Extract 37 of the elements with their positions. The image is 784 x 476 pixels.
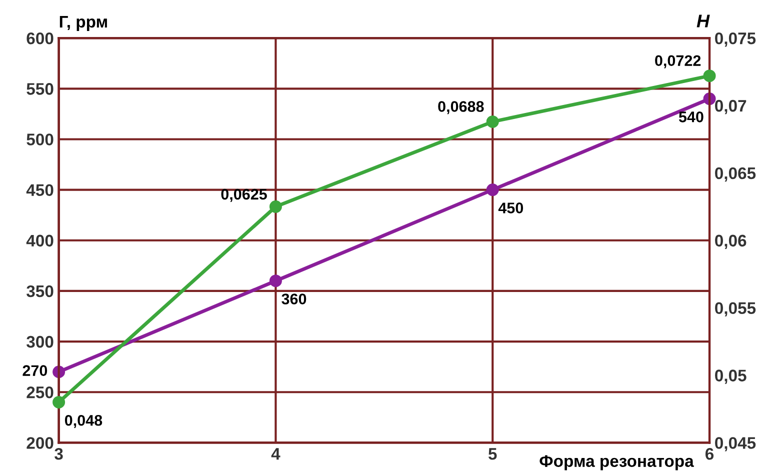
point: [269, 200, 282, 213]
point: [52, 396, 66, 408]
data-label: 0,0688: [438, 101, 484, 114]
y-axis-title: Г, ррм: [60, 16, 107, 31]
data-label: 0,048: [64, 414, 102, 428]
x-tick-label: 3: [54, 448, 63, 460]
point: [486, 115, 499, 128]
data-label: 270: [22, 365, 48, 376]
y2-tick-label: 0,065: [715, 167, 756, 182]
y2-tick-label: 0,055: [715, 302, 756, 316]
x-axis-title: Форма резонатора: [540, 455, 694, 470]
data-label: 540: [678, 111, 704, 122]
y-tick-label: 400: [26, 234, 54, 247]
data-label: 0,0722: [655, 55, 701, 68]
y2-tick-label: 0,06: [715, 234, 746, 249]
data-label: 360: [282, 294, 306, 304]
point: [486, 184, 499, 196]
y-tick-label: 250: [26, 386, 54, 398]
y-tick-label: 350: [26, 285, 54, 298]
y-tick-label: 500: [26, 134, 54, 146]
x-tick-label: 5: [488, 448, 497, 460]
data-label: 450: [498, 202, 524, 214]
y-tick-label: 550: [26, 83, 54, 95]
point: [269, 274, 282, 288]
x-tick-label: 4: [271, 448, 280, 460]
point: [703, 70, 716, 82]
y2-tick-label: 0,07: [715, 100, 746, 114]
y-tick-label: 300: [26, 336, 54, 348]
x-tick-label: 6: [705, 448, 714, 460]
y2-axis-title: H: [696, 14, 710, 28]
y2-tick-label: 0,045: [715, 437, 756, 452]
y2-tick-label: 0,075: [715, 32, 756, 47]
y2-tick-label: 0,05: [715, 370, 746, 384]
y-tick-label: 600: [26, 32, 54, 44]
y-tick-label: 450: [26, 184, 54, 196]
data-label: 0,0625: [221, 188, 267, 202]
y-tick-label: 200: [26, 437, 54, 449]
